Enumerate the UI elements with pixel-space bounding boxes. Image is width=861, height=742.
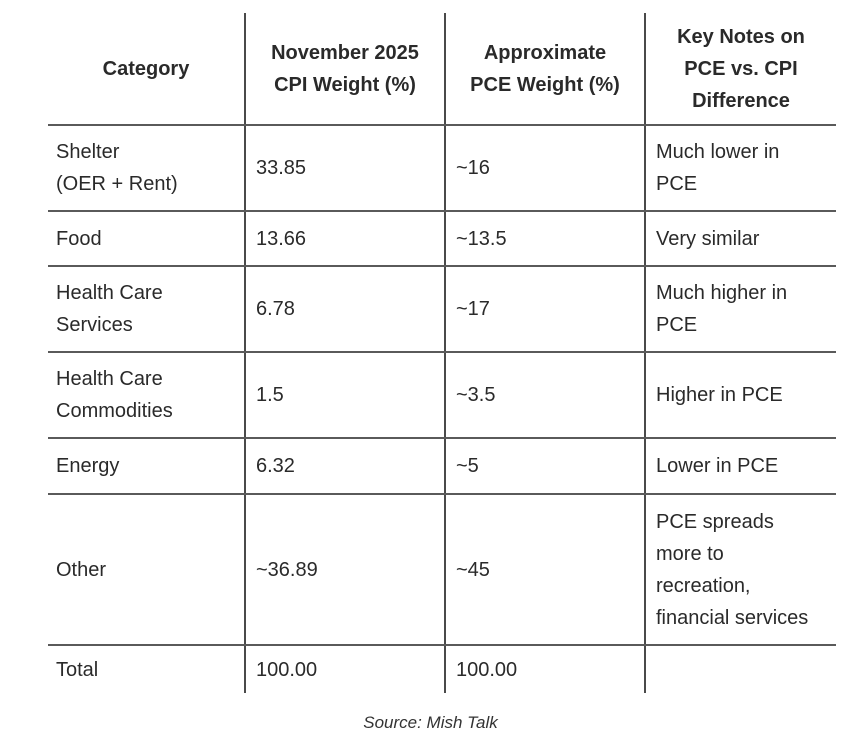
table-cell-cpi: 100.00	[256, 658, 318, 681]
row-divider	[48, 210, 836, 212]
row-divider	[48, 124, 836, 126]
table-cell-category: Total	[56, 658, 99, 681]
row-divider	[48, 493, 836, 495]
table-cell-notes: PCE spreads more to recreation, financia…	[656, 510, 809, 629]
table-cell-category: Other	[56, 558, 107, 581]
table-cell-pce: ~45	[456, 558, 490, 581]
table-cell-pce: 100.00	[456, 658, 518, 681]
table-cell-pce: ~17	[456, 298, 490, 320]
table-cell-category: Food	[56, 227, 102, 250]
table-cell-cpi: 33.85	[256, 157, 307, 179]
row-divider	[48, 644, 836, 646]
table-cell-pce: ~3.5	[456, 384, 496, 406]
table-cell-notes: Much higher in PCE	[656, 282, 788, 336]
table-cell-pce: ~5	[456, 455, 479, 477]
table-cell-category: Health Care Services	[56, 282, 163, 336]
row-divider	[48, 351, 836, 353]
weights-table: Category November 2025 CPI Weight (%) Ap…	[48, 13, 836, 693]
column-divider	[644, 13, 646, 693]
header-pce-weight: Approximate PCE Weight (%)	[470, 41, 620, 96]
row-divider	[48, 265, 836, 267]
header-cpi-weight: November 2025 CPI Weight (%)	[271, 41, 419, 96]
column-divider	[444, 13, 446, 693]
table-cell-cpi: 1.5	[256, 384, 284, 406]
table-cell-pce: ~16	[456, 157, 490, 179]
row-divider	[48, 437, 836, 439]
table-cell-notes: Very similar	[656, 227, 760, 250]
table-cell-category: Health Care Commodities	[56, 368, 173, 422]
header-key-notes: Key Notes on PCE vs. CPI Difference	[677, 25, 805, 112]
header-category: Category	[102, 57, 190, 80]
table-cell-cpi: 6.78	[256, 298, 295, 320]
table-cell-notes	[656, 646, 836, 693]
source-caption: Source: Mish Talk	[363, 713, 498, 732]
table-cell-category: Energy	[56, 455, 120, 477]
table-cell-cpi: ~36.89	[256, 558, 318, 581]
table-cell-notes: Much lower in PCE	[656, 141, 780, 195]
column-divider	[244, 13, 246, 693]
table-cell-cpi: 13.66	[256, 227, 307, 250]
table-cell-notes: Higher in PCE	[656, 384, 783, 406]
table-cell-notes: Lower in PCE	[656, 455, 779, 477]
table-cell-cpi: 6.32	[256, 455, 295, 477]
table-cell-category: Shelter (OER + Rent)	[56, 141, 178, 195]
table-cell-pce: ~13.5	[456, 227, 507, 250]
